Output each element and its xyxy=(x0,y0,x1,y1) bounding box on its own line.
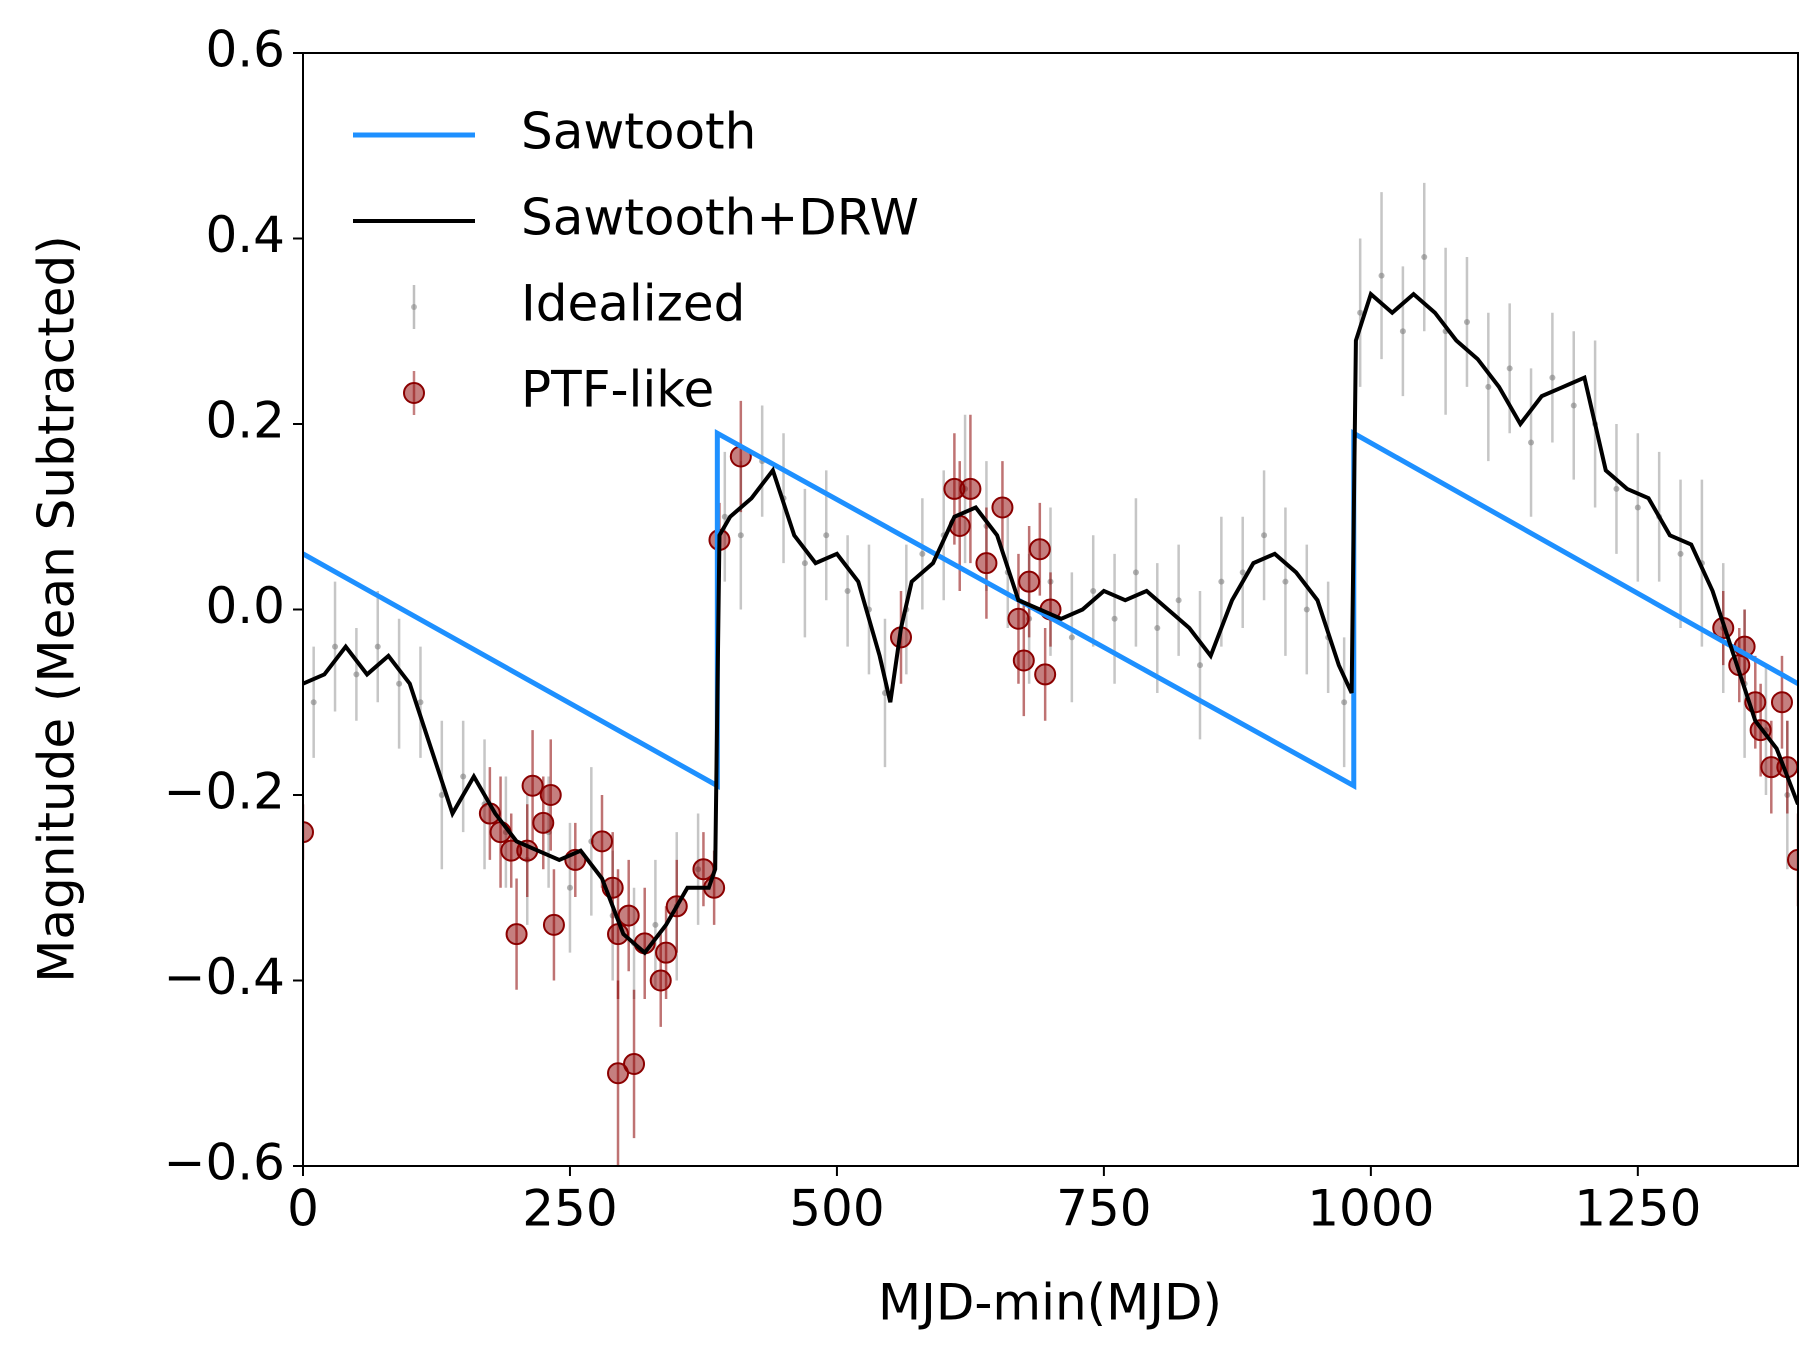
point xyxy=(1090,587,1097,594)
point xyxy=(1421,254,1428,261)
point xyxy=(1068,634,1075,641)
point xyxy=(1028,538,1051,561)
point xyxy=(692,858,715,881)
point xyxy=(310,699,317,706)
point xyxy=(1378,272,1385,279)
y-axis-label: Magnitude (Mean Subtracted) xyxy=(28,235,86,983)
point xyxy=(991,496,1014,519)
point xyxy=(1261,532,1268,539)
point xyxy=(591,830,613,853)
point xyxy=(566,884,573,891)
point xyxy=(1341,699,1348,706)
legend-swatch xyxy=(403,382,425,404)
point xyxy=(607,1062,630,1085)
y-tick-label: 0.2 xyxy=(205,392,285,450)
x-tick-label: 1000 xyxy=(1307,1180,1434,1238)
point xyxy=(1549,374,1556,381)
x-tick-label: 500 xyxy=(789,1180,884,1238)
point xyxy=(539,784,562,806)
point xyxy=(975,552,998,575)
point xyxy=(1012,649,1035,672)
point xyxy=(1570,402,1577,409)
point xyxy=(1613,485,1620,492)
plot-area xyxy=(303,182,1798,1166)
point xyxy=(1218,578,1225,585)
point xyxy=(1357,309,1364,316)
point xyxy=(460,773,467,780)
point xyxy=(919,550,926,557)
point xyxy=(1528,439,1535,446)
point xyxy=(1111,615,1118,622)
point xyxy=(1770,691,1793,714)
axes-frame xyxy=(302,52,1799,1167)
point xyxy=(353,671,360,678)
point xyxy=(1399,328,1406,335)
point xyxy=(721,513,728,520)
point xyxy=(1154,625,1161,632)
point xyxy=(1132,569,1139,576)
y-tick-label: −0.6 xyxy=(164,1134,285,1192)
point xyxy=(1485,383,1492,390)
legend-label: Sawtooth xyxy=(521,103,756,161)
point xyxy=(1034,663,1057,686)
x-tick-label: 0 xyxy=(287,1180,319,1238)
y-tick-label: −0.4 xyxy=(164,948,285,1006)
y-tick-label: 0.6 xyxy=(205,21,285,79)
point xyxy=(1303,606,1310,613)
legend-label: Idealized xyxy=(521,275,745,333)
point xyxy=(1007,607,1030,630)
point xyxy=(532,811,555,834)
point xyxy=(801,560,808,567)
point xyxy=(1634,504,1641,511)
line xyxy=(303,290,1798,956)
point xyxy=(1787,848,1798,871)
x-tick-label: 750 xyxy=(1056,1180,1151,1238)
point xyxy=(844,587,851,594)
point xyxy=(1677,550,1684,557)
x-tick-label: 250 xyxy=(522,1180,617,1238)
point xyxy=(652,921,659,928)
point xyxy=(1506,365,1513,372)
point xyxy=(332,643,339,650)
x-tick-label: 1250 xyxy=(1574,1180,1701,1238)
point xyxy=(1463,318,1470,325)
point xyxy=(417,699,424,706)
point xyxy=(655,941,678,964)
point xyxy=(737,532,744,539)
point xyxy=(1018,570,1041,593)
point xyxy=(542,913,565,936)
y-tick-label: 0.0 xyxy=(205,577,285,635)
point xyxy=(374,643,381,650)
point xyxy=(1239,569,1246,576)
x-axis-label: MJD-min(MJD) xyxy=(878,1274,1222,1332)
point xyxy=(396,680,403,687)
point xyxy=(521,774,544,797)
y-tick-label: −0.2 xyxy=(164,763,285,821)
point xyxy=(1197,662,1203,669)
point xyxy=(623,1052,646,1075)
point xyxy=(303,821,314,844)
point xyxy=(438,792,445,798)
legend-label: Sawtooth+DRW xyxy=(521,189,919,247)
point xyxy=(649,969,672,992)
point xyxy=(1282,578,1289,585)
legend-label: PTF-like xyxy=(521,361,714,419)
point xyxy=(505,923,528,946)
y-tick-label: 0.4 xyxy=(205,206,285,264)
point xyxy=(823,532,830,539)
point xyxy=(1175,597,1182,604)
point xyxy=(959,477,982,500)
legend-swatch xyxy=(411,304,417,310)
point xyxy=(617,904,640,927)
